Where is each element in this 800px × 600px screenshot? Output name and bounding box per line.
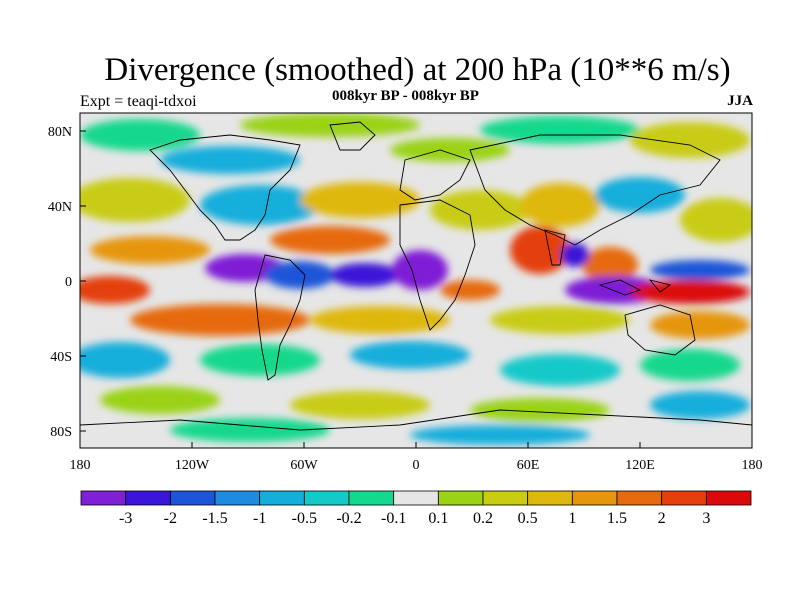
colorbar-swatch [125, 490, 171, 506]
plot-title: Divergence (smoothed) at 200 hPa (10**6 … [104, 52, 731, 88]
colorbar-swatch [303, 490, 350, 506]
divergence-field [80, 113, 752, 448]
x-tick-label: 180 [70, 458, 91, 473]
y-axis: 80N 40N 0 40S 80S [48, 125, 86, 440]
colorbar-label: -1 [253, 510, 266, 527]
coastlines [80, 121, 752, 431]
colorbar-label: 0.2 [473, 510, 493, 527]
x-tick-label: 180 [742, 458, 763, 473]
x-tick-label: 120E [625, 458, 655, 473]
colorbar-label: 1 [568, 510, 576, 527]
colorbar-swatch [437, 490, 484, 506]
x-tick-label: 60W [290, 458, 318, 473]
colorbar-label: -0.2 [336, 510, 361, 527]
colorbar-swatch [169, 490, 216, 506]
colorbar-label: -0.1 [381, 510, 406, 527]
colorbar-label: -0.5 [292, 510, 317, 527]
y-tick-label: 80S [50, 425, 72, 440]
colorbar-label: 1.5 [607, 510, 627, 527]
colorbar-label: 3 [702, 510, 710, 527]
colorbar-swatch [661, 490, 707, 506]
x-tick-label: 120W [175, 458, 210, 473]
season-label: JJA [727, 93, 753, 109]
x-tick-label: 60E [517, 458, 540, 473]
colorbar-labels: -3 -2 -1.5 -1 -0.5 -0.2 -0.1 0.1 0.2 0.5 1 1.5 2 3 [119, 510, 710, 527]
colorbar-swatch [393, 490, 439, 506]
colorbar-swatch [616, 490, 663, 506]
x-tick-label: 0 [413, 458, 420, 473]
colorbar-swatch [259, 490, 305, 506]
colorbar [80, 490, 752, 506]
colorbar-swatch [571, 490, 618, 506]
period-label: 008kyr BP - 008kyr BP [332, 88, 479, 104]
colorbar-swatch [482, 490, 529, 506]
x-axis: 180 120W 60W 0 60E 120E 180 [70, 442, 763, 473]
colorbar-swatch [80, 490, 127, 506]
colorbar-label: 0.5 [518, 510, 538, 527]
colorbar-swatch [348, 490, 395, 506]
y-tick-label: 80N [48, 125, 72, 140]
colorbar-label: -1.5 [202, 510, 227, 527]
y-tick-label: 40S [50, 350, 72, 365]
colorbar-label: 2 [658, 510, 666, 527]
colorbar-swatch [705, 490, 752, 506]
experiment-label: Expt = teaqi-tdxoi [80, 93, 197, 110]
colorbar-label: 0.1 [428, 510, 448, 527]
colorbar-label: -2 [164, 510, 177, 527]
y-tick-label: 40N [48, 200, 72, 215]
colorbar-swatch [527, 490, 573, 506]
y-tick-label: 0 [65, 275, 72, 290]
colorbar-swatch [214, 490, 261, 506]
colorbar-label: -3 [119, 510, 132, 527]
